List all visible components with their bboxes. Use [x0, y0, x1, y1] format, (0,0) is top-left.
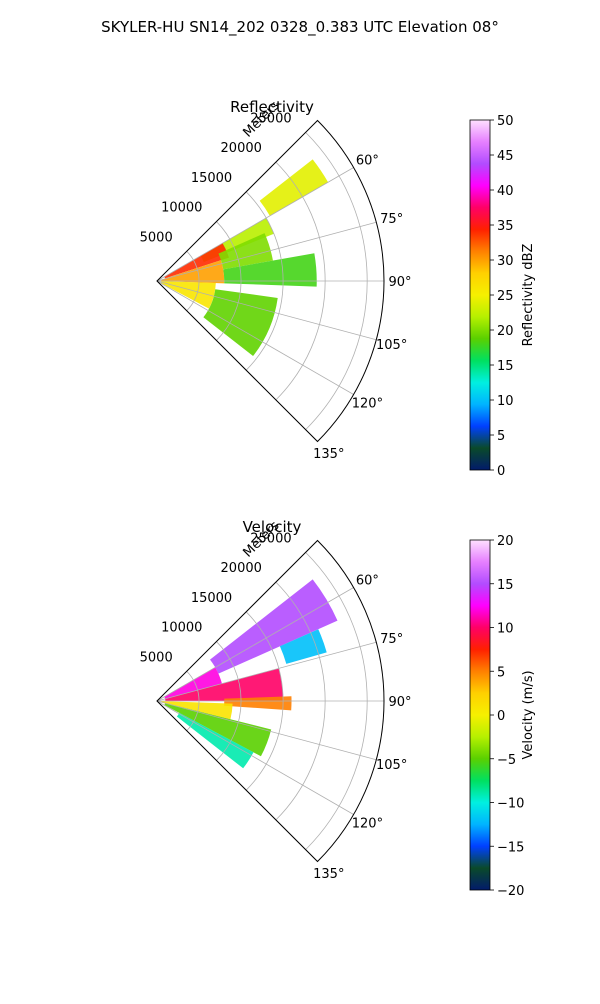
echo-region: [203, 289, 278, 357]
colorbar-label: Reflectivity dBZ: [521, 244, 536, 347]
echo-region: [218, 233, 273, 270]
colorbar-tick-label: −20: [497, 884, 524, 899]
azimuth-spoke: [156, 700, 377, 761]
echo-region: [223, 253, 317, 287]
radial-tick-label: 15000: [191, 171, 232, 186]
echo-layer: [160, 159, 329, 357]
polar-grid: [156, 539, 385, 863]
radial-tick-label: 25000: [250, 531, 291, 546]
azimuth-spoke: [156, 641, 377, 702]
echo-layer: [161, 579, 338, 769]
colorbar-tick-label: 5: [497, 665, 505, 680]
reflectivity-panel: Reflectivity 5000 10000 15000 20000 25000 60…: [140, 98, 536, 479]
echo-region: [176, 712, 254, 769]
colorbar-tick-label: 50: [497, 114, 514, 129]
figure-title: SKYLER-HU SN14_202 0328_0.383 UTC Elevat…: [101, 18, 499, 37]
colorbar-tick-label: 25: [497, 289, 514, 304]
azimuth-spoke: [156, 280, 377, 341]
angle-tick-label: 90°: [388, 275, 411, 290]
angle-tick-label: 120°: [352, 816, 383, 831]
angle-tick-label: 60°: [356, 574, 379, 589]
angle-tick-label: 75°: [380, 212, 403, 227]
colorbar: −20 −15 −10 −5 0 5 10 15 20: [469, 534, 524, 899]
angle-tick-label: 120°: [352, 396, 383, 411]
azimuth-spoke: [156, 221, 377, 282]
chart-title: Velocity: [243, 518, 302, 536]
radial-tick-label: 10000: [161, 201, 202, 216]
colorbar-tick-label: 40: [497, 184, 514, 199]
azimuth-spoke: [156, 700, 354, 815]
echo-region: [224, 696, 292, 711]
colorbar-tick-label: 45: [497, 149, 514, 164]
colorbar-tick-label: −5: [497, 753, 516, 768]
colorbar: 0 5 10 15 20 25 30 35 40 45 50: [469, 114, 514, 479]
radial-tick-label: 25000: [250, 111, 291, 126]
polar-grid: [156, 119, 385, 443]
sector-frame: [156, 119, 385, 443]
echo-region: [161, 701, 233, 720]
radial-tick-labels: 5000 10000 15000 20000 25000: [140, 111, 292, 245]
colorbar-tick-label: 20: [497, 324, 514, 339]
echo-region: [164, 703, 272, 757]
azimuth-spoke: [156, 587, 354, 702]
echo-region: [165, 668, 284, 701]
radial-tick-label: 10000: [161, 621, 202, 636]
colorbar-tick-label: 30: [497, 254, 514, 269]
radial-tick-label: 5000: [140, 230, 173, 245]
radial-tick-label: 15000: [191, 591, 232, 606]
echo-region: [279, 629, 327, 664]
colorbar-tick-label: 15: [497, 359, 514, 374]
colorbar-tick-label: 5: [497, 429, 505, 444]
echo-region: [210, 579, 338, 674]
colorbar-tick-label: −10: [497, 797, 524, 812]
angle-tick-labels: 60° 75° 90° 105° 120° 135°: [313, 574, 411, 882]
colorbar-tick-label: 0: [497, 464, 505, 479]
echo-region: [259, 159, 329, 216]
colorbar-strip: [469, 119, 491, 471]
radial-tick-label: 20000: [221, 141, 262, 156]
sector-frame: [156, 539, 385, 863]
colorbar-tick-label: 15: [497, 578, 514, 593]
colorbar-tick-label: 10: [497, 394, 514, 409]
colorbar-label: Velocity (m/s): [521, 670, 536, 759]
angle-tick-label: 135°: [313, 447, 344, 462]
angle-tick-label: 105°: [376, 758, 407, 773]
angle-tick-label: 90°: [388, 695, 411, 710]
echo-region: [160, 281, 216, 309]
echo-region: [164, 243, 229, 279]
angle-tick-labels: 60° 75° 90° 105° 120° 135°: [313, 154, 411, 462]
radial-tick-labels: 5000 10000 15000 20000 25000: [140, 531, 292, 665]
azimuth-spoke: [156, 280, 354, 395]
chart-title: Reflectivity: [230, 98, 314, 116]
colorbar-tick-label: 20: [497, 534, 514, 549]
azimuth-spoke: [156, 167, 354, 282]
angle-tick-label: 105°: [376, 338, 407, 353]
echo-region: [164, 667, 222, 699]
angle-tick-label: 135°: [313, 867, 344, 882]
angle-tick-label: 60°: [356, 154, 379, 169]
colorbar-strip: [469, 539, 491, 891]
colorbar-tick-label: 0: [497, 709, 505, 724]
velocity-panel: Velocity 5000 10000 15000 20000 25000 60° 75°…: [140, 518, 536, 899]
colorbar-tick-label: 10: [497, 622, 514, 637]
colorbar-tick-label: −15: [497, 840, 524, 855]
angle-tick-label: 75°: [380, 632, 403, 647]
radial-tick-label: 20000: [221, 561, 262, 576]
colorbar-tick-label: 35: [497, 219, 514, 234]
radial-tick-label: 5000: [140, 650, 173, 665]
